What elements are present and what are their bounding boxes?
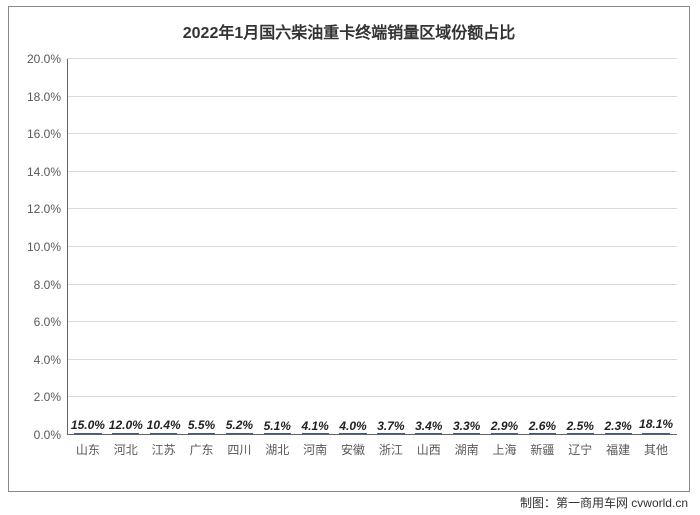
attribution-text: 制图：第一商用车网 cvworld.cn — [520, 494, 688, 511]
x-tick-label: 浙江 — [379, 441, 403, 458]
bar-value-label: 2.6% — [529, 419, 556, 433]
gridline — [67, 396, 677, 397]
bar-value-label: 2.3% — [605, 419, 632, 433]
y-axis-line — [67, 59, 68, 435]
y-tick-label: 12.0% — [27, 202, 61, 216]
bar-value-label: 5.1% — [264, 419, 291, 433]
y-tick-label: 10.0% — [27, 240, 61, 254]
chart-container: 2022年1月国六柴油重卡终端销量区域份额占比 15.0%山东12.0%河北10… — [8, 6, 690, 492]
chart-title: 2022年1月国六柴油重卡终端销量区域份额占比 — [9, 7, 689, 43]
gridline — [67, 359, 677, 360]
bar-value-label: 15.0% — [71, 418, 105, 432]
x-tick-label: 上海 — [493, 441, 517, 458]
x-tick-label: 河北 — [114, 441, 138, 458]
bar-value-label: 18.1% — [639, 417, 673, 431]
bar-value-label: 3.4% — [415, 419, 442, 433]
bars-group: 15.0%山东12.0%河北10.4%江苏5.5%广东5.2%四川5.1%湖北4… — [67, 59, 677, 435]
gridline — [67, 171, 677, 172]
bar-value-label: 5.5% — [188, 418, 215, 432]
y-tick-label: 16.0% — [27, 127, 61, 141]
bar-value-label: 12.0% — [109, 418, 143, 432]
x-tick-label: 湖北 — [265, 441, 289, 458]
y-tick-label: 4.0% — [34, 353, 61, 367]
gridline — [67, 246, 677, 247]
x-tick-label: 广东 — [190, 441, 214, 458]
x-axis-line — [67, 434, 677, 435]
x-tick-label: 四川 — [227, 441, 251, 458]
y-tick-label: 6.0% — [34, 315, 61, 329]
gridline — [67, 321, 677, 322]
y-tick-label: 18.0% — [27, 90, 61, 104]
bar-value-label: 3.3% — [453, 419, 480, 433]
x-tick-label: 其他 — [644, 441, 668, 458]
x-tick-label: 河南 — [303, 441, 327, 458]
y-tick-label: 14.0% — [27, 165, 61, 179]
bar-value-label: 5.2% — [226, 418, 253, 432]
plot-area: 15.0%山东12.0%河北10.4%江苏5.5%广东5.2%四川5.1%湖北4… — [67, 59, 677, 435]
x-tick-label: 福建 — [606, 441, 630, 458]
gridline — [67, 208, 677, 209]
bar-value-label: 4.1% — [302, 419, 329, 433]
bar-value-label: 3.7% — [377, 419, 404, 433]
x-tick-label: 湖南 — [455, 441, 479, 458]
gridline — [67, 96, 677, 97]
bar-value-label: 2.9% — [491, 419, 518, 433]
x-tick-label: 江苏 — [152, 441, 176, 458]
x-tick-label: 辽宁 — [568, 441, 592, 458]
bar-value-label: 10.4% — [147, 418, 181, 432]
gridline — [67, 284, 677, 285]
x-tick-label: 安徽 — [341, 441, 365, 458]
x-tick-label: 新疆 — [530, 441, 554, 458]
bar-value-label: 4.0% — [339, 419, 366, 433]
x-tick-label: 山西 — [417, 441, 441, 458]
bar-value-label: 2.5% — [567, 419, 594, 433]
x-tick-label: 山东 — [76, 441, 100, 458]
y-tick-label: 0.0% — [34, 428, 61, 442]
gridline — [67, 133, 677, 134]
gridline — [67, 58, 677, 59]
y-tick-label: 20.0% — [27, 52, 61, 66]
y-tick-label: 8.0% — [34, 278, 61, 292]
y-tick-label: 2.0% — [34, 390, 61, 404]
